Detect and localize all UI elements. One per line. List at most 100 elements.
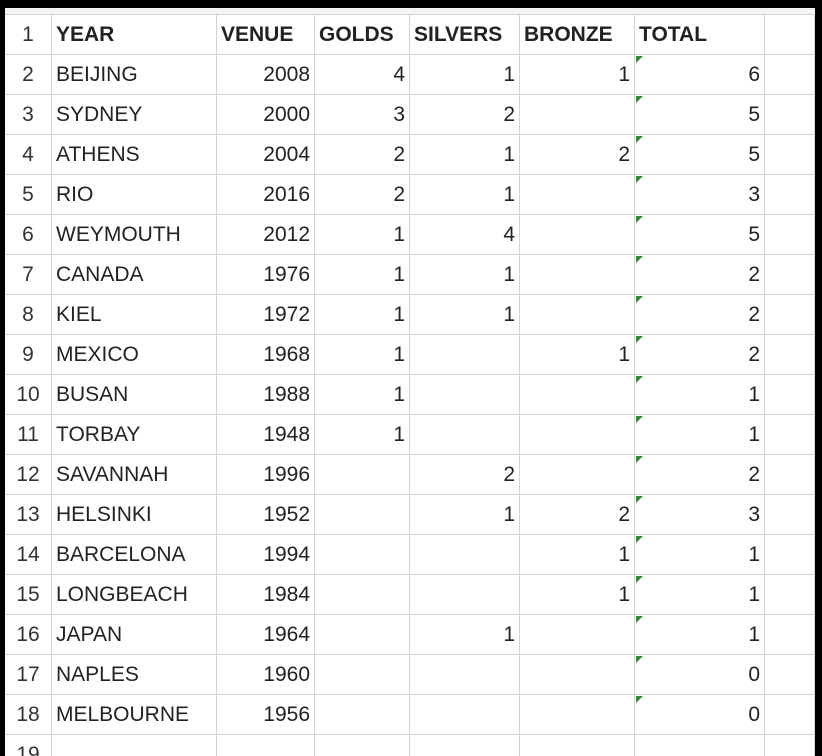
cell: 2016 (217, 175, 315, 215)
cell: 1976 (217, 255, 315, 295)
cell (765, 655, 815, 695)
cell (765, 135, 815, 175)
row-number: 5 (5, 175, 52, 215)
cell: 1952 (217, 495, 315, 535)
cell: 1 (410, 295, 520, 335)
cell: 2 (410, 455, 520, 495)
cell (520, 375, 635, 415)
cell: 1 (315, 335, 410, 375)
cell (410, 335, 520, 375)
header-cell: YEAR (52, 15, 217, 55)
cell: 1 (635, 415, 765, 455)
cell: 0 (635, 695, 765, 735)
cell (410, 695, 520, 735)
cell: 1 (315, 375, 410, 415)
cell (410, 655, 520, 695)
cell: 1 (635, 615, 765, 655)
header-cell: GOLDS (315, 15, 410, 55)
row-number: 9 (5, 335, 52, 375)
row-number: 10 (5, 375, 52, 415)
cell (765, 415, 815, 455)
cell: 1956 (217, 695, 315, 735)
text-number-flag (636, 216, 643, 223)
header-cell (765, 15, 815, 55)
cell (765, 695, 815, 735)
cell: RIO (52, 175, 217, 215)
cell: HELSINKI (52, 495, 217, 535)
cell: 1 (635, 535, 765, 575)
cell: 1988 (217, 375, 315, 415)
cell (765, 95, 815, 135)
cell: 3 (315, 95, 410, 135)
text-number-flag (636, 656, 643, 663)
header-cell: TOTAL (635, 15, 765, 55)
cell: BEIJING (52, 55, 217, 95)
cell (765, 535, 815, 575)
text-number-flag (636, 536, 643, 543)
cell (410, 375, 520, 415)
row-number: 7 (5, 255, 52, 295)
cell (765, 495, 815, 535)
cell: 1964 (217, 615, 315, 655)
cell: TORBAY (52, 415, 217, 455)
column-header-edge (5, 8, 815, 15)
cell: WEYMOUTH (52, 215, 217, 255)
cell: 3 (635, 175, 765, 215)
cell (765, 295, 815, 335)
row-number: 15 (5, 575, 52, 615)
cell: 1994 (217, 535, 315, 575)
text-number-flag (636, 56, 643, 63)
cell: 1 (410, 55, 520, 95)
cell: 2 (635, 455, 765, 495)
cell (410, 735, 520, 756)
cell (520, 295, 635, 335)
row-number: 6 (5, 215, 52, 255)
cell: 1 (410, 495, 520, 535)
row-number: 11 (5, 415, 52, 455)
cell: 1 (315, 255, 410, 295)
row-number: 17 (5, 655, 52, 695)
cell (765, 375, 815, 415)
cell: 1 (635, 575, 765, 615)
row-number: 2 (5, 55, 52, 95)
cell: 2 (635, 335, 765, 375)
cell: 1 (635, 375, 765, 415)
cell (315, 495, 410, 535)
cell: KIEL (52, 295, 217, 335)
cell: 1984 (217, 575, 315, 615)
cell: 2012 (217, 215, 315, 255)
cell (217, 735, 315, 756)
cell (765, 215, 815, 255)
spreadsheet: 1 YEAR VENUE GOLDS SILVERS BRONZE TOTAL 2 BEIJIN… (5, 8, 815, 756)
text-number-flag (636, 256, 643, 263)
cell (765, 615, 815, 655)
cell: 1 (520, 335, 635, 375)
cell (52, 735, 217, 756)
cell (315, 695, 410, 735)
cell (410, 575, 520, 615)
cell (315, 735, 410, 756)
row-number: 13 (5, 495, 52, 535)
cell (520, 255, 635, 295)
cell: MELBOURNE (52, 695, 217, 735)
text-number-flag (636, 136, 643, 143)
cell (315, 615, 410, 655)
cell (520, 695, 635, 735)
cell: 2 (410, 95, 520, 135)
cell: 1 (410, 255, 520, 295)
cell: 1 (315, 215, 410, 255)
cell: 3 (635, 495, 765, 535)
cell: 0 (635, 655, 765, 695)
row-number: 12 (5, 455, 52, 495)
cell (410, 535, 520, 575)
cell (635, 735, 765, 756)
cell: 1948 (217, 415, 315, 455)
cell (520, 215, 635, 255)
cell: LONGBEACH (52, 575, 217, 615)
cell (315, 575, 410, 615)
cell: 2004 (217, 135, 315, 175)
cell (315, 535, 410, 575)
cell: 1 (410, 135, 520, 175)
row-number: 19 (5, 735, 52, 756)
